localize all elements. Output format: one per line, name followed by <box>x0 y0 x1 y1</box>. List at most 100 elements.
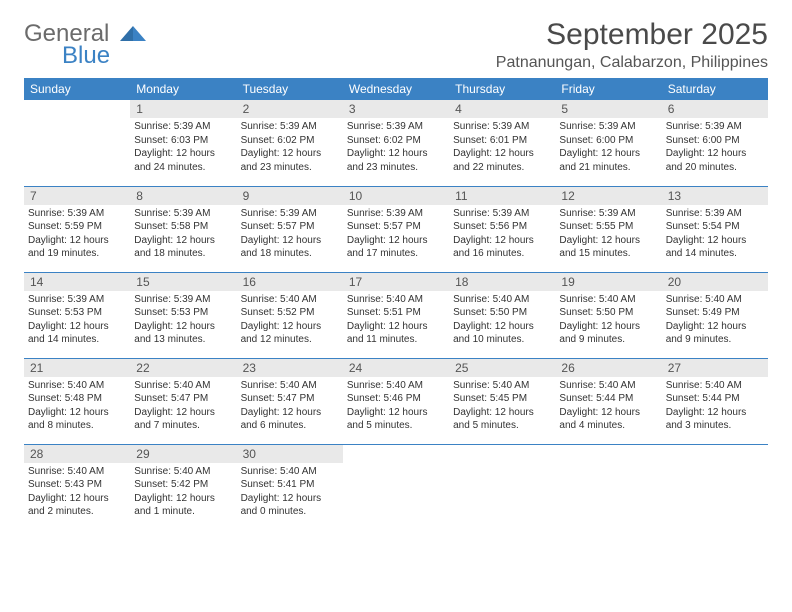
calendar-cell: 23Sunrise: 5:40 AMSunset: 5:47 PMDayligh… <box>237 358 343 444</box>
day-number: 6 <box>662 100 768 118</box>
sunrise-text: Sunrise: 5:39 AM <box>347 120 445 134</box>
sunrise-text: Sunrise: 5:39 AM <box>134 207 232 221</box>
sunrise-text: Sunrise: 5:40 AM <box>241 379 339 393</box>
sunset-text: Sunset: 5:49 PM <box>666 306 764 320</box>
sunrise-text: Sunrise: 5:39 AM <box>666 207 764 221</box>
calendar-cell: 3Sunrise: 5:39 AMSunset: 6:02 PMDaylight… <box>343 100 449 186</box>
sunset-text: Sunset: 5:57 PM <box>347 220 445 234</box>
logo-text: General Blue <box>24 22 146 68</box>
logo-word-blue: Blue <box>62 44 146 68</box>
day-header: Wednesday <box>343 78 449 100</box>
daylight-text: Daylight: 12 hours and 19 minutes. <box>28 234 126 261</box>
day-header: Sunday <box>24 78 130 100</box>
cell-body: Sunrise: 5:40 AMSunset: 5:46 PMDaylight:… <box>343 377 449 437</box>
daylight-text: Daylight: 12 hours and 16 minutes. <box>453 234 551 261</box>
calendar-row: 28Sunrise: 5:40 AMSunset: 5:43 PMDayligh… <box>24 444 768 530</box>
sunset-text: Sunset: 5:55 PM <box>559 220 657 234</box>
sunset-text: Sunset: 5:46 PM <box>347 392 445 406</box>
sunrise-text: Sunrise: 5:39 AM <box>453 120 551 134</box>
calendar-cell: 22Sunrise: 5:40 AMSunset: 5:47 PMDayligh… <box>130 358 236 444</box>
sunrise-text: Sunrise: 5:39 AM <box>559 207 657 221</box>
daylight-text: Daylight: 12 hours and 24 minutes. <box>134 147 232 174</box>
sunrise-text: Sunrise: 5:39 AM <box>453 207 551 221</box>
calendar-table: Sunday Monday Tuesday Wednesday Thursday… <box>24 78 768 530</box>
daylight-text: Daylight: 12 hours and 20 minutes. <box>666 147 764 174</box>
calendar-row: 1Sunrise: 5:39 AMSunset: 6:03 PMDaylight… <box>24 100 768 186</box>
calendar-cell: 26Sunrise: 5:40 AMSunset: 5:44 PMDayligh… <box>555 358 661 444</box>
sunrise-text: Sunrise: 5:40 AM <box>134 379 232 393</box>
sunset-text: Sunset: 5:50 PM <box>453 306 551 320</box>
daylight-text: Daylight: 12 hours and 14 minutes. <box>666 234 764 261</box>
day-header: Tuesday <box>237 78 343 100</box>
calendar-cell: 30Sunrise: 5:40 AMSunset: 5:41 PMDayligh… <box>237 444 343 530</box>
daylight-text: Daylight: 12 hours and 13 minutes. <box>134 320 232 347</box>
calendar-cell <box>555 444 661 530</box>
daylight-text: Daylight: 12 hours and 21 minutes. <box>559 147 657 174</box>
day-number: 20 <box>662 273 768 291</box>
calendar-page: General Blue September 2025 Patnanungan,… <box>0 0 792 548</box>
sunrise-text: Sunrise: 5:40 AM <box>559 293 657 307</box>
cell-body: Sunrise: 5:40 AMSunset: 5:52 PMDaylight:… <box>237 291 343 351</box>
calendar-cell <box>24 100 130 186</box>
day-number: 21 <box>24 359 130 377</box>
cell-body: Sunrise: 5:39 AMSunset: 5:55 PMDaylight:… <box>555 205 661 265</box>
day-number: 14 <box>24 273 130 291</box>
sunset-text: Sunset: 5:58 PM <box>134 220 232 234</box>
daylight-text: Daylight: 12 hours and 18 minutes. <box>241 234 339 261</box>
cell-body: Sunrise: 5:40 AMSunset: 5:48 PMDaylight:… <box>24 377 130 437</box>
sunrise-text: Sunrise: 5:40 AM <box>453 379 551 393</box>
day-number: 17 <box>343 273 449 291</box>
sunrise-text: Sunrise: 5:40 AM <box>241 293 339 307</box>
calendar-cell: 29Sunrise: 5:40 AMSunset: 5:42 PMDayligh… <box>130 444 236 530</box>
sunset-text: Sunset: 6:03 PM <box>134 134 232 148</box>
daylight-text: Daylight: 12 hours and 10 minutes. <box>453 320 551 347</box>
sunset-text: Sunset: 5:43 PM <box>28 478 126 492</box>
day-header: Monday <box>130 78 236 100</box>
calendar-cell: 1Sunrise: 5:39 AMSunset: 6:03 PMDaylight… <box>130 100 236 186</box>
calendar-cell <box>449 444 555 530</box>
daylight-text: Daylight: 12 hours and 23 minutes. <box>347 147 445 174</box>
title-block: September 2025 Patnanungan, Calabarzon, … <box>496 18 768 72</box>
day-number: 2 <box>237 100 343 118</box>
sunset-text: Sunset: 5:53 PM <box>134 306 232 320</box>
day-header-row: Sunday Monday Tuesday Wednesday Thursday… <box>24 78 768 100</box>
daylight-text: Daylight: 12 hours and 17 minutes. <box>347 234 445 261</box>
daylight-text: Daylight: 12 hours and 0 minutes. <box>241 492 339 519</box>
sunrise-text: Sunrise: 5:40 AM <box>241 465 339 479</box>
sunrise-text: Sunrise: 5:40 AM <box>453 293 551 307</box>
day-number: 4 <box>449 100 555 118</box>
sunrise-text: Sunrise: 5:39 AM <box>28 293 126 307</box>
day-header: Friday <box>555 78 661 100</box>
cell-body: Sunrise: 5:40 AMSunset: 5:45 PMDaylight:… <box>449 377 555 437</box>
sunrise-text: Sunrise: 5:40 AM <box>28 379 126 393</box>
sunrise-text: Sunrise: 5:39 AM <box>559 120 657 134</box>
cell-body: Sunrise: 5:39 AMSunset: 5:58 PMDaylight:… <box>130 205 236 265</box>
day-header: Thursday <box>449 78 555 100</box>
sunset-text: Sunset: 5:45 PM <box>453 392 551 406</box>
day-header: Saturday <box>662 78 768 100</box>
calendar-row: 7Sunrise: 5:39 AMSunset: 5:59 PMDaylight… <box>24 186 768 272</box>
page-title: September 2025 <box>496 18 768 52</box>
day-number: 16 <box>237 273 343 291</box>
cell-body: Sunrise: 5:39 AMSunset: 5:57 PMDaylight:… <box>237 205 343 265</box>
day-number: 30 <box>237 445 343 463</box>
sunset-text: Sunset: 5:56 PM <box>453 220 551 234</box>
day-number: 23 <box>237 359 343 377</box>
sunrise-text: Sunrise: 5:39 AM <box>134 120 232 134</box>
sunrise-text: Sunrise: 5:40 AM <box>666 293 764 307</box>
logo: General Blue <box>24 22 146 68</box>
calendar-cell: 14Sunrise: 5:39 AMSunset: 5:53 PMDayligh… <box>24 272 130 358</box>
cell-body: Sunrise: 5:40 AMSunset: 5:42 PMDaylight:… <box>130 463 236 523</box>
daylight-text: Daylight: 12 hours and 6 minutes. <box>241 406 339 433</box>
sunrise-text: Sunrise: 5:39 AM <box>347 207 445 221</box>
day-number: 24 <box>343 359 449 377</box>
sunrise-text: Sunrise: 5:40 AM <box>134 465 232 479</box>
calendar-cell: 17Sunrise: 5:40 AMSunset: 5:51 PMDayligh… <box>343 272 449 358</box>
sunrise-text: Sunrise: 5:40 AM <box>347 293 445 307</box>
cell-body: Sunrise: 5:39 AMSunset: 6:03 PMDaylight:… <box>130 118 236 178</box>
day-number: 10 <box>343 187 449 205</box>
calendar-cell <box>662 444 768 530</box>
cell-body: Sunrise: 5:39 AMSunset: 5:54 PMDaylight:… <box>662 205 768 265</box>
calendar-cell: 12Sunrise: 5:39 AMSunset: 5:55 PMDayligh… <box>555 186 661 272</box>
cell-body: Sunrise: 5:39 AMSunset: 6:01 PMDaylight:… <box>449 118 555 178</box>
